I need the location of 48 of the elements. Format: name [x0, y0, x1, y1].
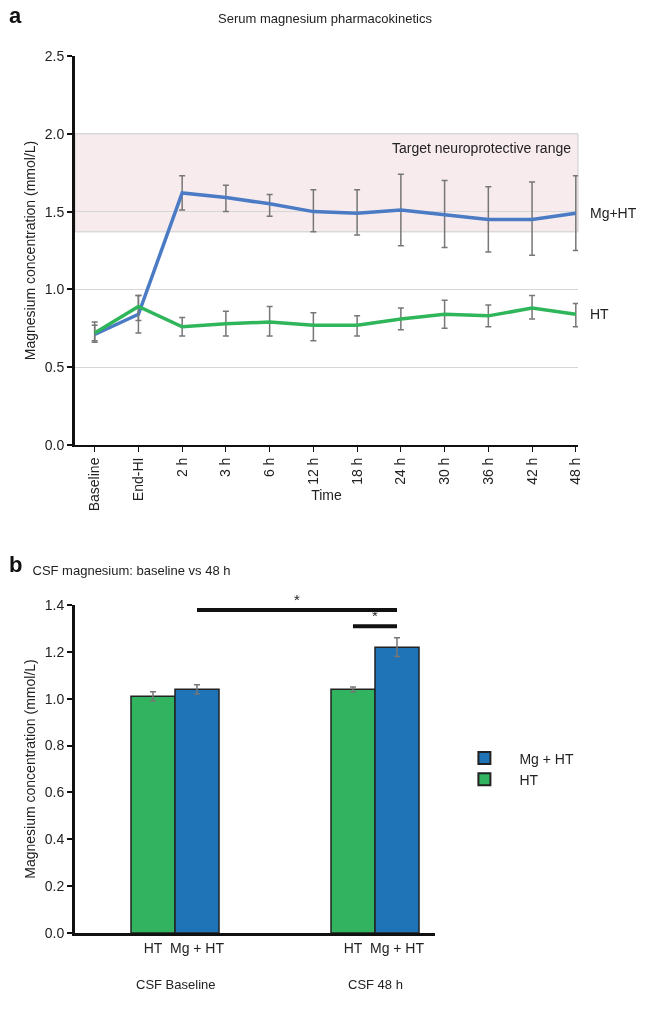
x-tick-label: 2 h	[173, 457, 190, 478]
x-tick-label: 42 h	[523, 457, 540, 485]
y-tick-label: 1.0	[44, 690, 65, 707]
x-tick-label: Baseline	[86, 457, 103, 512]
annotation: *	[372, 607, 378, 624]
series-label: Mg+HT	[590, 205, 637, 221]
x-tick-label: CSF 48 h	[348, 977, 403, 992]
band-label: Target neuroprotective range	[392, 140, 572, 156]
x-tick-label: 30 h	[436, 457, 453, 485]
y-tick-label: 0.5	[44, 359, 65, 376]
y-tick-label: 1.2	[44, 643, 65, 660]
y-tick-label: 2.0	[44, 125, 65, 142]
y-tick-label: 0.4	[44, 831, 65, 848]
x-tick-label: 12 h	[304, 457, 321, 485]
y-tick-label: 0.2	[44, 878, 65, 895]
y-tick-label: 0.0	[44, 436, 65, 453]
y-tick-label: 0.0	[44, 924, 65, 941]
x-tick-label: 6 h	[261, 457, 278, 478]
x-axis-title: Time	[311, 486, 343, 503]
annotation: *	[294, 591, 300, 608]
x-tick-label: 48 h	[567, 457, 584, 485]
series-label: HT	[590, 306, 610, 322]
text: a	[9, 3, 22, 28]
x-tick-label: End-HI	[129, 457, 146, 502]
chart-title: CSF magnesium: baseline vs 48 h	[32, 563, 231, 579]
x-tick-label: 24 h	[392, 457, 409, 485]
y-tick-label: 1.4	[44, 596, 65, 613]
y-tick-label: 0.6	[44, 784, 65, 801]
text: b	[9, 552, 23, 577]
x-tick-label: 3 h	[217, 457, 234, 478]
y-axis-title: Magnesium concentration (mmol/L)	[22, 659, 38, 879]
x-tick-label: 18 h	[348, 457, 365, 485]
legend-label: Mg + HT	[519, 750, 574, 767]
text: Mg + HT	[369, 939, 425, 956]
x-tick-label: 36 h	[479, 457, 496, 485]
text: Mg + HT	[169, 939, 225, 956]
y-tick-label: 0.8	[44, 737, 65, 754]
y-tick-label: 1.5	[44, 203, 65, 220]
text: HT	[343, 939, 363, 956]
y-axis-title: Magnesium concentration (mmol/L)	[22, 140, 38, 361]
chart-title: Serum magnesium pharmacokinetics	[218, 10, 433, 26]
x-tick-label: CSF Baseline	[136, 977, 216, 992]
y-tick-label: 1.0	[44, 281, 65, 298]
line-series	[92, 191, 578, 337]
y-tick-label: 2.5	[44, 47, 65, 64]
line-series	[92, 304, 578, 335]
text: HT	[143, 939, 163, 956]
legend-label: HT	[519, 771, 539, 788]
